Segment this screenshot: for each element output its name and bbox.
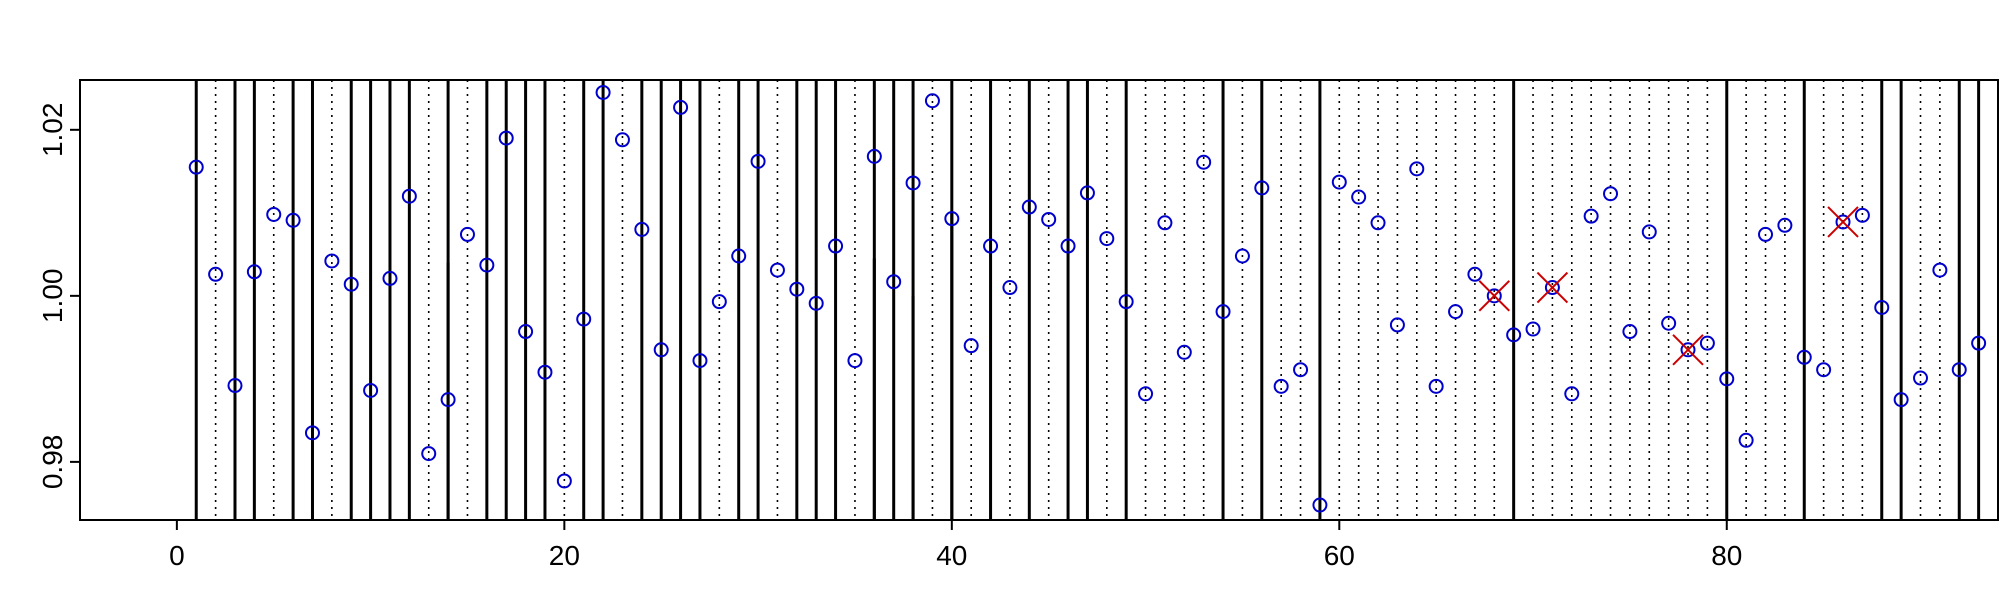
plot-frame (80, 80, 1998, 520)
data-point (1003, 281, 1016, 294)
y-axis: 0.98 1.00 1.02 (37, 103, 80, 490)
x-tick-label: 20 (549, 540, 580, 571)
y-tick-label: 1.00 (37, 269, 68, 324)
flag-marker (1479, 281, 1509, 311)
y-tick-label: 0.98 (37, 435, 68, 490)
x-tick-label: 0 (169, 540, 185, 571)
flagged-points (1479, 207, 1858, 365)
flag-marker (1828, 207, 1858, 237)
x-tick-label: 60 (1324, 540, 1355, 571)
x-tick-label: 80 (1711, 540, 1742, 571)
x-tick-label: 40 (936, 540, 967, 571)
vertical-lines (196, 80, 1978, 520)
data-point (1856, 209, 1869, 222)
x-axis: 0 20 40 60 80 (169, 520, 1742, 571)
data-point (1391, 318, 1404, 331)
y-tick-label: 1.02 (37, 103, 68, 158)
data-point (926, 94, 939, 107)
data-point (965, 339, 978, 352)
